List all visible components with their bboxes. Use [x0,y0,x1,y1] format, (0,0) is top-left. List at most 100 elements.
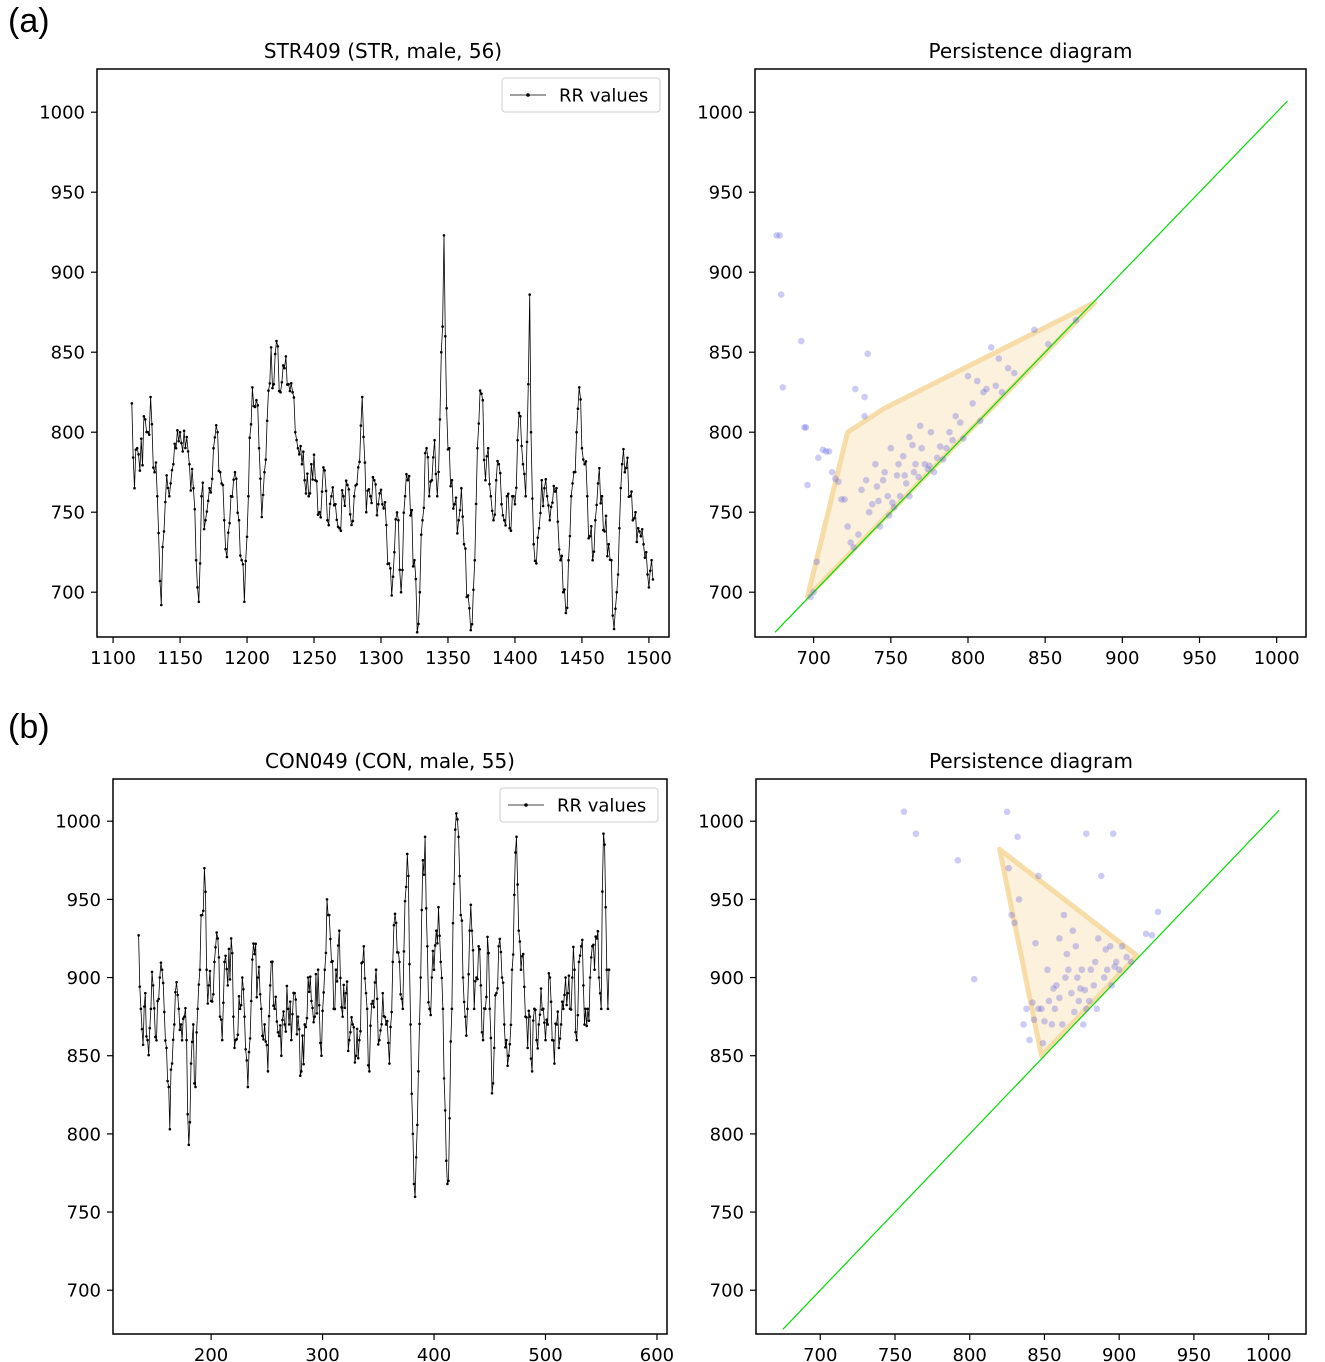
series-marker [257,965,261,969]
series-marker [399,993,402,996]
y-tick-label: 1000 [39,103,85,124]
series-marker [301,450,305,454]
convex-hull [997,846,1140,1059]
series-marker [449,1040,453,1043]
series-marker [427,1000,430,1004]
series-marker [481,398,485,402]
data-point [825,448,833,455]
series-marker [245,1059,249,1062]
series-marker [200,494,203,498]
series-marker [552,484,556,488]
series-marker [603,530,607,533]
series-marker [514,486,518,490]
series-marker [389,567,392,570]
series-marker [222,1001,225,1005]
series-marker [603,843,606,846]
series-marker [539,987,543,990]
series-marker [531,1019,535,1022]
series-marker [493,513,497,516]
data-point [1010,369,1018,377]
series-marker [205,510,209,513]
series-marker [346,1049,350,1053]
series-marker [225,555,229,559]
series-marker [137,934,140,937]
series-marker [497,944,500,948]
data-point [936,443,944,450]
series-marker [184,1006,187,1010]
series-marker [246,1085,250,1089]
series-marker [529,430,533,434]
series-marker [241,562,245,566]
data-point [852,385,859,393]
y-tick-label: 850 [51,343,85,364]
series-marker [317,1003,321,1007]
series-marker [464,547,467,550]
series-marker [353,1061,357,1064]
series-marker [284,355,288,358]
y-tick-label: 850 [67,1046,101,1067]
series-marker [182,429,186,433]
series-marker [156,999,159,1003]
series-marker [403,899,407,903]
series-marker [351,1023,354,1026]
legend: RR values [499,787,659,823]
series-marker [304,492,308,495]
series-marker [310,462,313,466]
series-marker [181,450,185,453]
series-marker [248,1037,252,1040]
series-marker [557,1046,561,1050]
series-marker [139,1007,143,1011]
x-tick-label: 900 [1105,648,1139,669]
series-marker [604,514,608,518]
data-point [850,544,858,551]
data-point [1045,997,1053,1005]
series-marker [324,951,328,955]
series-marker [529,1057,533,1060]
series-marker [370,501,373,505]
series-marker [262,1038,265,1041]
series-marker [340,488,344,492]
series-marker [230,951,234,955]
series-marker [527,382,530,386]
series-marker [264,1040,268,1043]
chart-a-rr: STR409 (STR, male, 56) RR values 1100 1150 1… [39,39,672,669]
y-tick-label: 750 [51,503,85,524]
series-marker [429,1013,432,1017]
data-point [831,475,839,482]
data-point [1041,1018,1048,1025]
data-point [807,593,814,601]
series-marker [560,554,564,558]
series-marker [411,565,415,568]
series-marker [648,569,652,573]
series-marker [147,433,151,436]
series-marker [359,1029,362,1033]
series-marker [518,940,522,943]
series-marker [310,999,313,1003]
series-marker [600,494,604,498]
legend: RR values [501,77,661,113]
series-marker [291,1012,294,1016]
series-marker [580,938,584,942]
y-tick-label: 900 [710,968,744,989]
series-marker [599,501,602,505]
series-marker [409,1023,412,1026]
data-point [1082,830,1090,838]
data-point [906,492,913,500]
series-marker [247,494,250,498]
series-marker [595,937,599,940]
data-point [1081,986,1089,994]
data-point [876,523,884,530]
series-marker [229,937,233,940]
series-marker [485,995,488,999]
series-marker [535,562,538,565]
series-marker [233,470,237,474]
series-marker [460,486,463,490]
series-marker [226,531,230,534]
series-marker [331,959,334,963]
series-marker [598,466,601,470]
series-marker [401,1007,405,1011]
series-marker [369,1024,372,1027]
series-marker [143,418,147,421]
series-marker [591,558,594,562]
